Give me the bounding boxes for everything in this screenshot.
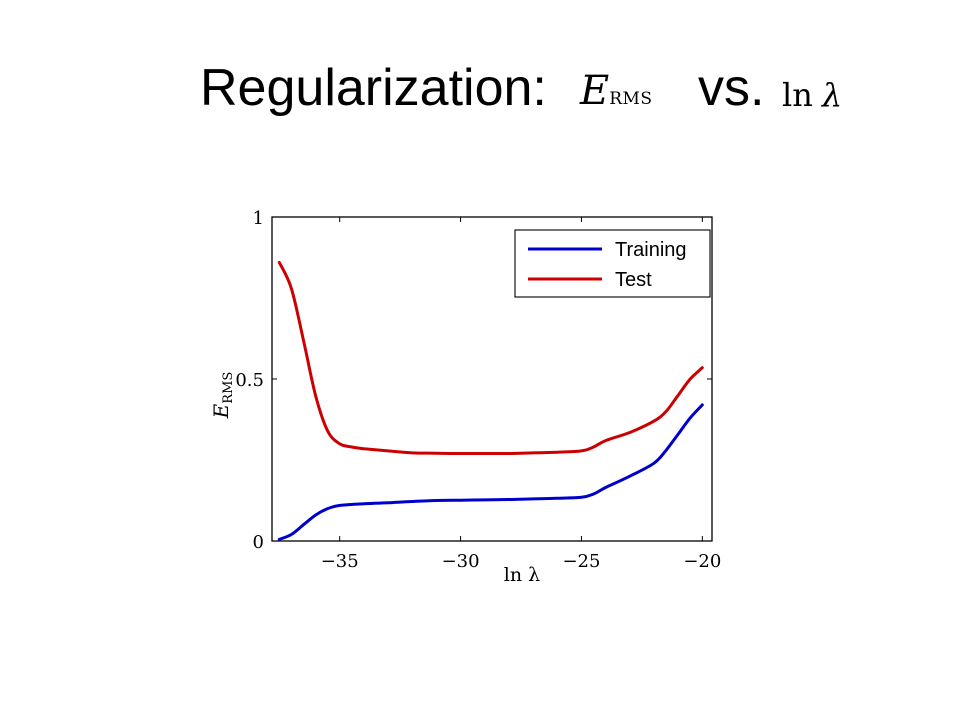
x-tick-label: −30: [442, 551, 480, 572]
x-tick-label: −20: [683, 551, 721, 572]
y-axis-label-main: E: [209, 403, 233, 419]
title-text: Regularization:: [200, 59, 547, 117]
series-line-test: [277, 260, 704, 456]
series-lines: [277, 260, 704, 541]
x-axis-label: ln λ: [504, 564, 540, 586]
y-tick-label: 0: [253, 532, 264, 553]
title-lambda: λ: [822, 76, 843, 114]
y-axis-label: ERMS: [209, 372, 236, 420]
y-axis-label-sub: RMS: [221, 372, 236, 404]
series-line-training: [277, 403, 704, 541]
title-e-subscript: RMS: [609, 89, 653, 109]
axis-ticks: −35 −30 −25 −20 0 0.5 1: [235, 208, 721, 572]
legend: Training Test: [514, 229, 711, 298]
legend-label-training: Training: [615, 239, 687, 261]
regularization-chart: −35 −30 −25 −20 0 0.5 1 Training Test ERMS ln …: [209, 208, 721, 586]
x-tick-label: −35: [321, 551, 359, 572]
title-ln: ln: [782, 76, 813, 114]
y-tick-label: 1: [253, 208, 264, 229]
slide-title: Regularization: ERMS vs. ln λ: [0, 58, 960, 138]
title-e-rms: ERMS: [580, 68, 653, 114]
title-vs: vs.: [698, 59, 765, 117]
title-e-letter: E: [580, 68, 610, 114]
x-tick-label: −25: [562, 551, 600, 572]
legend-label-test: Test: [615, 269, 652, 291]
legend-box: [514, 229, 711, 298]
y-tick-label: 0.5: [235, 370, 264, 391]
